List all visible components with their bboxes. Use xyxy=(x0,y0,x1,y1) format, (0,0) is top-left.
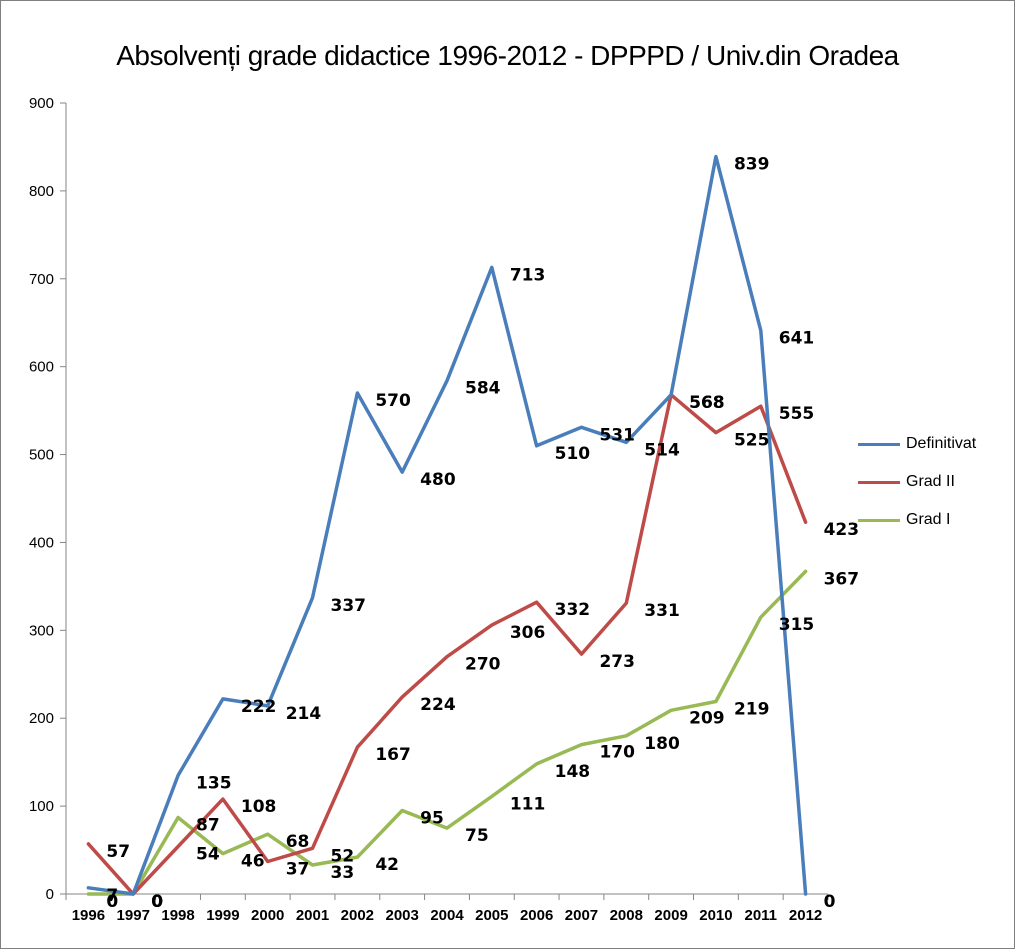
data-label-grad-ii: 57 xyxy=(106,842,130,862)
legend-item-grad-i: Grad I xyxy=(858,501,976,539)
series-line-grad-ii xyxy=(86,393,808,896)
y-tick-label: 300 xyxy=(29,622,54,639)
data-label-grad-ii: 224 xyxy=(420,695,456,715)
x-tick-label: 2012 xyxy=(789,907,822,924)
data-label-definitivat: 0 xyxy=(824,892,836,912)
data-label-definitivat: 514 xyxy=(644,440,680,460)
data-label-definitivat: 531 xyxy=(599,425,635,445)
data-label-grad-ii: 37 xyxy=(286,859,310,879)
data-label-grad-ii: 332 xyxy=(555,600,591,620)
data-label-grad-ii: 0 xyxy=(151,892,163,912)
data-label-grad-i: 111 xyxy=(510,794,545,814)
data-label-grad-i: 46 xyxy=(241,852,265,872)
data-label-grad-ii: 555 xyxy=(779,404,815,424)
data-label-grad-ii: 167 xyxy=(375,745,411,765)
x-tick-label: 2001 xyxy=(296,907,329,924)
data-label-grad-i: 68 xyxy=(286,832,310,852)
data-label-grad-i: 75 xyxy=(465,826,489,846)
legend-swatch-grad-ii xyxy=(858,480,900,484)
x-tick-label: 2007 xyxy=(565,907,598,924)
y-tick-label: 900 xyxy=(29,95,54,112)
x-tick-label: 1999 xyxy=(206,907,239,924)
y-tick-label: 700 xyxy=(29,271,54,288)
data-label-grad-i: 0 xyxy=(106,892,118,912)
y-tick-label: 200 xyxy=(29,710,54,727)
data-label-definitivat: 214 xyxy=(286,704,322,724)
data-label-grad-ii: 423 xyxy=(824,520,860,540)
legend: Definitivat Grad II Grad I xyxy=(858,425,976,539)
data-label-grad-i: 148 xyxy=(555,762,591,782)
data-label-grad-i: 180 xyxy=(644,734,680,754)
legend-swatch-definitivat xyxy=(858,442,900,446)
data-label-grad-ii: 568 xyxy=(689,393,725,413)
data-label-grad-ii: 108 xyxy=(241,797,277,817)
series-line-grad-i xyxy=(86,569,808,896)
data-label-grad-i: 87 xyxy=(196,816,220,836)
x-tick-label: 2004 xyxy=(430,907,464,924)
data-label-definitivat: 222 xyxy=(241,697,277,717)
data-label-definitivat: 713 xyxy=(510,265,545,285)
x-tick-label: 2009 xyxy=(654,907,687,924)
data-label-definitivat: 510 xyxy=(555,444,591,464)
x-tick-label: 2005 xyxy=(475,907,508,924)
data-label-definitivat: 568 xyxy=(689,393,725,413)
x-tick-label: 2008 xyxy=(610,907,643,924)
x-tick-label: 2011 xyxy=(744,907,777,924)
x-tick-label: 2003 xyxy=(385,907,418,924)
data-label-definitivat: 480 xyxy=(420,470,456,490)
data-label-definitivat: 584 xyxy=(465,379,501,399)
data-label-grad-i: 209 xyxy=(689,708,725,728)
data-label-grad-ii: 306 xyxy=(510,623,545,643)
x-tick-label: 2000 xyxy=(251,907,284,924)
y-tick-label: 400 xyxy=(29,534,54,551)
data-label-definitivat: 7 xyxy=(106,886,118,906)
x-tick-label: 2002 xyxy=(341,907,374,924)
data-label-grad-ii: 331 xyxy=(644,601,680,621)
x-tick-label: 1996 xyxy=(72,907,105,924)
data-label-definitivat: 641 xyxy=(779,329,815,349)
data-label-grad-ii: 270 xyxy=(465,655,501,675)
x-tick-label: 1998 xyxy=(161,907,194,924)
data-label-grad-i: 367 xyxy=(824,569,860,589)
legend-item-grad-ii: Grad II xyxy=(858,463,976,501)
data-label-grad-i: 0 xyxy=(151,892,163,912)
data-label-grad-ii: 273 xyxy=(599,652,635,672)
data-label-definitivat: 839 xyxy=(734,155,770,175)
x-tick-label: 2006 xyxy=(520,907,553,924)
data-label-grad-ii: 525 xyxy=(734,431,770,451)
y-tick-label: 800 xyxy=(29,183,54,200)
y-tick-label: 0 xyxy=(46,886,54,903)
legend-label-grad-i: Grad I xyxy=(906,511,951,528)
data-label-grad-i: 315 xyxy=(779,615,815,635)
chart-title: Absolvenți grade didactice 1996-2012 - D… xyxy=(116,40,899,71)
y-tick-label: 100 xyxy=(29,798,54,815)
y-tick-label: 600 xyxy=(29,359,54,376)
data-label-grad-ii: 52 xyxy=(331,846,355,866)
data-label-grad-i: 219 xyxy=(734,700,770,720)
y-tick-label: 500 xyxy=(29,447,54,464)
data-label-definitivat: 135 xyxy=(196,773,232,793)
legend-label-definitivat: Definitivat xyxy=(906,435,977,452)
data-label-grad-i: 33 xyxy=(331,863,355,883)
data-label-definitivat: 337 xyxy=(331,596,367,616)
legend-label-grad-ii: Grad II xyxy=(906,473,955,490)
legend-swatch-grad-i xyxy=(858,518,900,522)
data-label-definitivat: 0 xyxy=(151,892,163,912)
data-label-grad-i: 170 xyxy=(599,743,635,763)
legend-item-definitivat: Definitivat xyxy=(858,425,976,463)
data-label-definitivat: 570 xyxy=(375,391,411,411)
x-tick-label: 2010 xyxy=(699,907,732,924)
data-label-grad-i: 95 xyxy=(420,809,444,829)
data-label-grad-i: 42 xyxy=(375,855,399,875)
series-line-definitivat xyxy=(86,154,808,896)
data-label-grad-ii: 54 xyxy=(196,845,220,865)
x-tick-label: 1997 xyxy=(117,907,150,924)
